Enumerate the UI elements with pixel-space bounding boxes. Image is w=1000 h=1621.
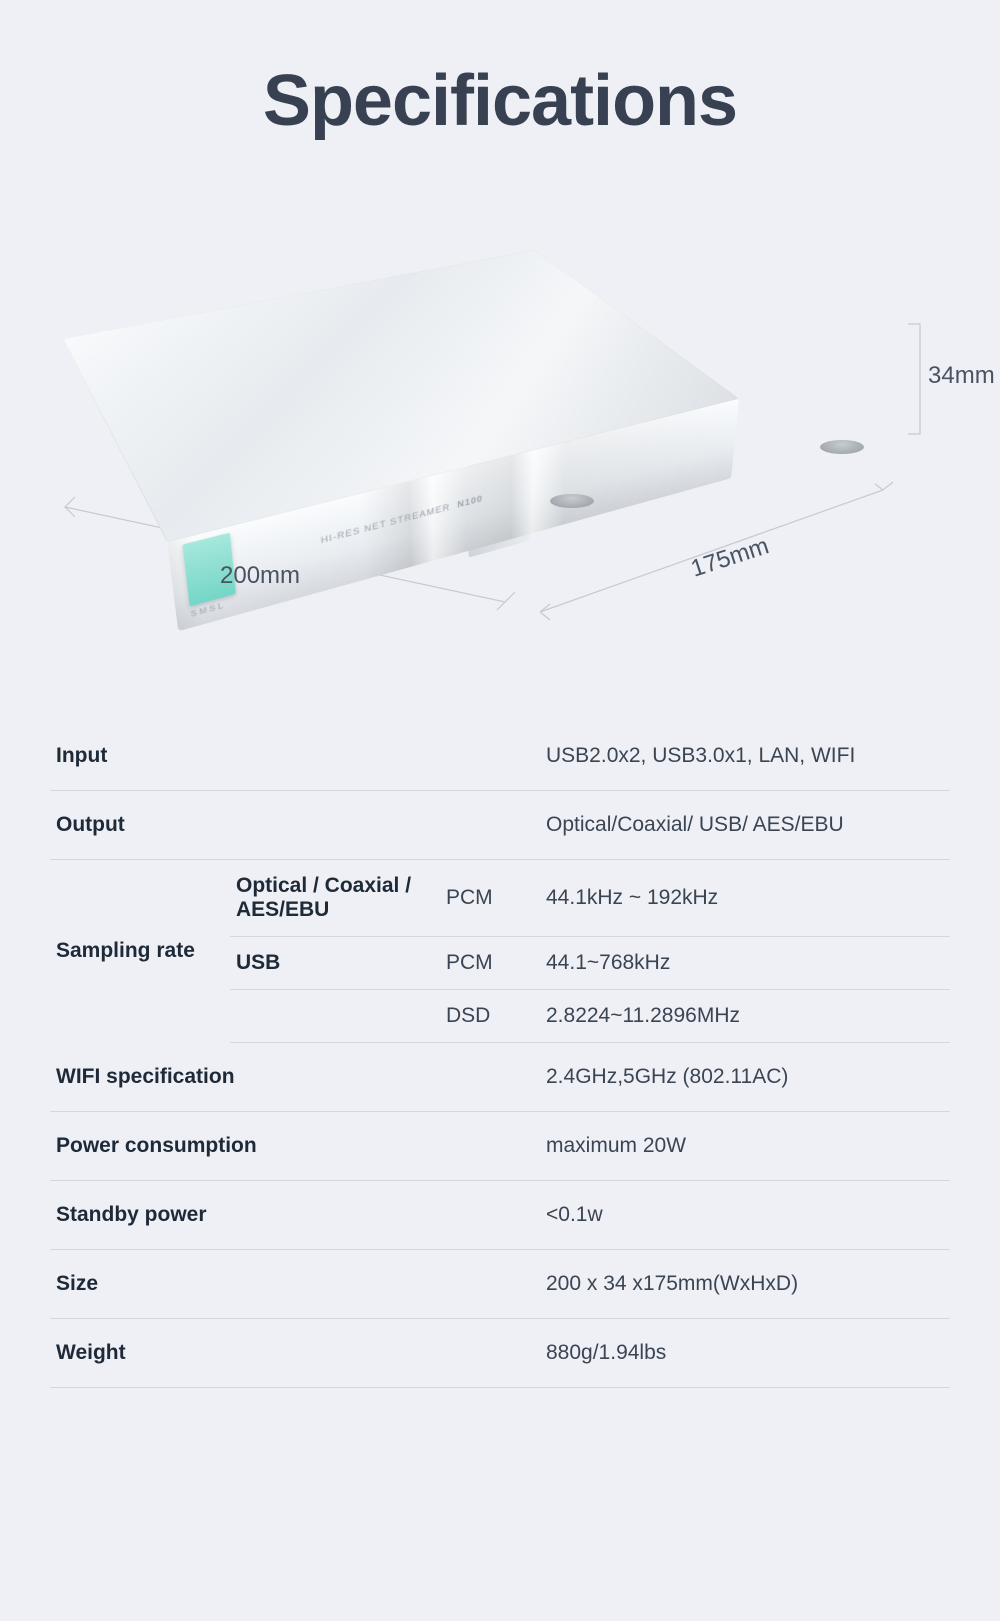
table-row: Output Optical/Coaxial/ USB/ AES/EBU — [50, 791, 950, 860]
spec-value: Optical/Coaxial/ USB/ AES/EBU — [540, 791, 950, 860]
product-render: SMSL HI-RES NET STREAMER N100 — [120, 272, 840, 512]
spec-value: 2.4GHz,5GHz (802.11AC) — [540, 1043, 950, 1112]
spec-format: PCM — [440, 860, 540, 937]
spec-label: Output — [50, 791, 540, 860]
product-dimension-figure: SMSL HI-RES NET STREAMER N100 200mm 175m… — [50, 232, 950, 632]
front-panel-text: HI-RES NET STREAMER N100 — [321, 493, 483, 545]
table-row: Size 200 x 34 x175mm(WxHxD) — [50, 1250, 950, 1319]
table-row: Input USB2.0x2, USB3.0x1, LAN, WIFI — [50, 722, 950, 791]
spec-sublabel — [230, 990, 440, 1043]
spec-value: 880g/1.94lbs — [540, 1319, 950, 1388]
dim-width-label: 200mm — [220, 562, 300, 590]
spec-sublabel: Optical / Coaxial / AES/EBU — [230, 860, 440, 937]
spec-label: WIFI specification — [50, 1043, 540, 1112]
spec-value: 200 x 34 x175mm(WxHxD) — [540, 1250, 950, 1319]
table-row: WIFI specification 2.4GHz,5GHz (802.11AC… — [50, 1043, 950, 1112]
device-foot — [820, 440, 864, 454]
spec-value: USB2.0x2, USB3.0x1, LAN, WIFI — [540, 722, 950, 791]
spec-label: Power consumption — [50, 1112, 540, 1181]
spec-label: Sampling rate — [50, 860, 230, 1043]
spec-value: maximum 20W — [540, 1112, 950, 1181]
spec-format: DSD — [440, 990, 540, 1043]
spec-sublabel: USB — [230, 937, 440, 990]
spec-value: 44.1kHz ~ 192kHz — [540, 860, 950, 937]
table-row: Sampling rate Optical / Coaxial / AES/EB… — [50, 860, 950, 937]
page-title: Specifications — [50, 60, 950, 142]
table-row: Weight 880g/1.94lbs — [50, 1319, 950, 1388]
spec-format: PCM — [440, 937, 540, 990]
table-row: Power consumption maximum 20W — [50, 1112, 950, 1181]
spec-label: Size — [50, 1250, 540, 1319]
spec-value: 44.1~768kHz — [540, 937, 950, 990]
spec-value: 2.8224~11.2896MHz — [540, 990, 950, 1043]
device-foot — [550, 494, 594, 508]
table-row: Standby power <0.1w — [50, 1181, 950, 1250]
spec-label: Input — [50, 722, 540, 791]
spec-label: Standby power — [50, 1181, 540, 1250]
spec-label: Weight — [50, 1319, 540, 1388]
spec-table: Input USB2.0x2, USB3.0x1, LAN, WIFI Outp… — [50, 722, 950, 1388]
spec-value: <0.1w — [540, 1181, 950, 1250]
dim-height-label: 34mm — [928, 362, 995, 390]
